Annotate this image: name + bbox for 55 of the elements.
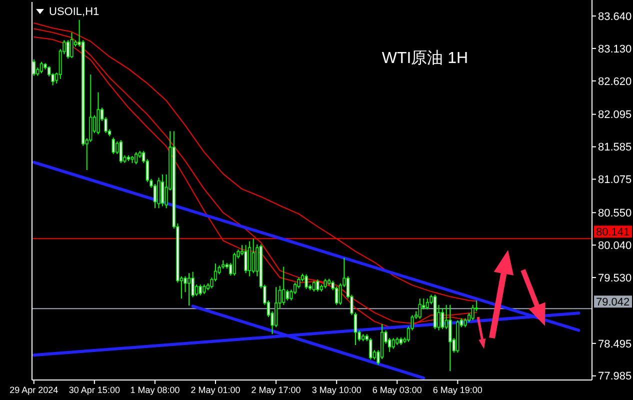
y-tick-label: 82.095 bbox=[598, 109, 632, 122]
x-tick-label: 2 May 17:00 bbox=[251, 385, 301, 395]
ref-line-label: 80.141 bbox=[596, 226, 630, 239]
y-tick-label: 82.620 bbox=[598, 76, 632, 88]
ref-line-label: 79.042 bbox=[596, 296, 630, 308]
candlestick bbox=[134, 152, 138, 165]
candlestick bbox=[40, 61, 43, 74]
y-tick-label: 83.130 bbox=[598, 43, 632, 56]
candlestick bbox=[418, 298, 422, 320]
y-tick-label: 81.075 bbox=[598, 174, 632, 186]
candlestick bbox=[202, 284, 206, 295]
candlestick bbox=[187, 272, 191, 306]
text: WTI原油 1H bbox=[382, 49, 468, 67]
candlestick bbox=[252, 238, 255, 274]
y-tick-label: 80.550 bbox=[598, 207, 632, 220]
candlestick bbox=[198, 284, 202, 296]
candlestick bbox=[96, 92, 100, 135]
candlestick bbox=[293, 282, 297, 295]
candlestick bbox=[392, 338, 395, 350]
candlestick bbox=[157, 177, 160, 209]
candlestick bbox=[112, 137, 115, 155]
y-tick-label: 78.495 bbox=[598, 338, 632, 350]
candlestick bbox=[232, 252, 236, 276]
x-tick-label: 6 May 03:00 bbox=[372, 385, 422, 395]
x-tick-label: 29 Apr 2024 bbox=[10, 385, 58, 395]
y-tick-label: 81.585 bbox=[598, 142, 632, 154]
candlestick bbox=[66, 40, 70, 60]
candlestick bbox=[191, 271, 194, 298]
y-tick-label: 80.040 bbox=[598, 240, 632, 252]
candlestick bbox=[471, 304, 474, 321]
candlestick bbox=[119, 140, 122, 164]
candlestick bbox=[448, 304, 452, 372]
x-tick-label: 2 May 01:00 bbox=[190, 385, 240, 395]
candlestick bbox=[282, 266, 286, 306]
candlestick bbox=[312, 280, 316, 292]
y-tick-label: 83.640 bbox=[598, 10, 632, 23]
x-tick-label: 3 May 10:00 bbox=[312, 385, 362, 395]
candlestick bbox=[316, 278, 320, 292]
candlestick bbox=[304, 274, 308, 290]
y-tick-label: 79.530 bbox=[598, 272, 632, 284]
x-tick-label: 30 Apr 15:00 bbox=[68, 385, 120, 395]
candlestick bbox=[244, 244, 248, 274]
y-tick-label: 77.985 bbox=[598, 370, 632, 383]
candlestick bbox=[70, 32, 74, 58]
chart-subtitle: USOIL,H1 bbox=[49, 6, 100, 18]
candlestick bbox=[441, 308, 444, 330]
candlestick bbox=[248, 240, 252, 277]
candlestick bbox=[161, 174, 164, 207]
candlestick bbox=[153, 184, 157, 209]
candlestick bbox=[369, 338, 372, 360]
x-tick-label: 1 May 08:00 bbox=[130, 385, 180, 395]
candlestick bbox=[286, 289, 289, 301]
candlestick bbox=[426, 298, 429, 310]
candlestick bbox=[324, 278, 327, 289]
x-tick-label: 6 May 19:00 bbox=[432, 385, 482, 395]
